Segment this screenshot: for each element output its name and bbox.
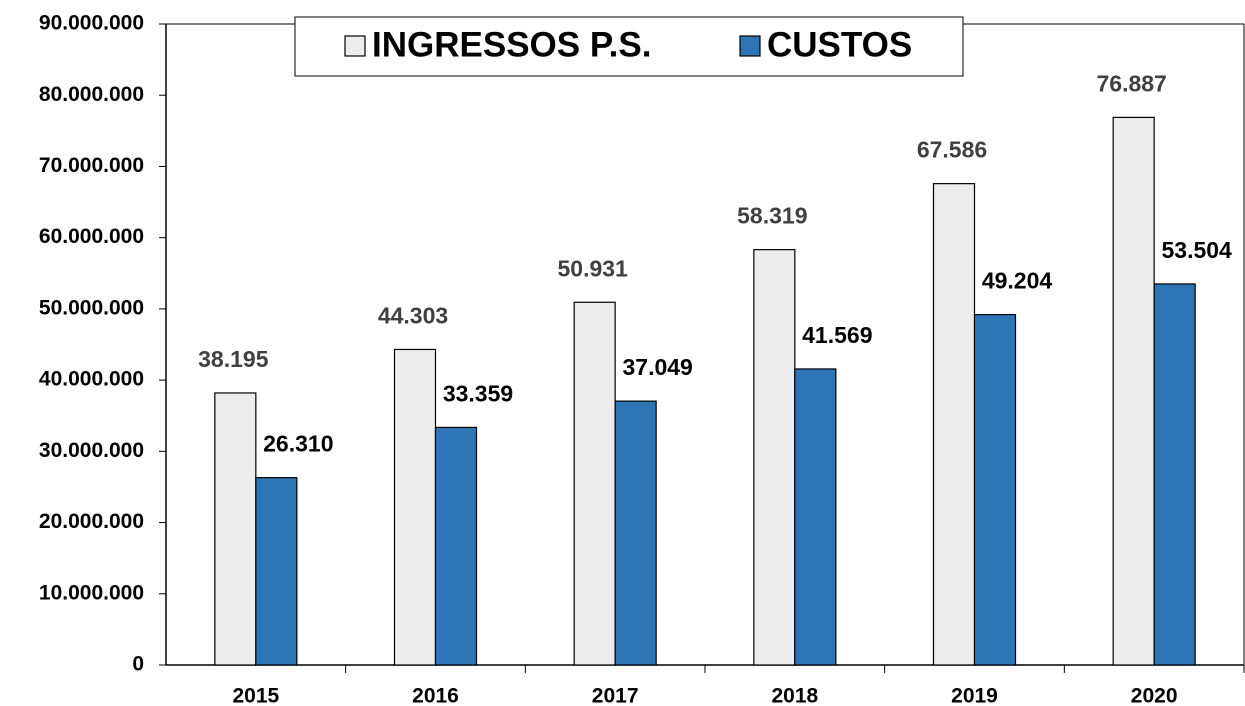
y-tick-label: 40.000.000 (39, 368, 144, 391)
value-label: 41.569 (802, 322, 872, 348)
bar (753, 249, 796, 666)
y-tick-label: 80.000.000 (39, 83, 144, 106)
bar (255, 477, 298, 666)
bar (393, 348, 437, 666)
value-label: 38.195 (198, 346, 269, 372)
bar (1153, 283, 1196, 666)
x-tick-label: 2020 (1131, 685, 1178, 706)
y-tick-label: 10.000.000 (39, 581, 144, 604)
y-tick-label: 20.000.000 (39, 510, 144, 533)
x-tick-label: 2019 (951, 685, 998, 706)
value-label: 76.887 (1096, 70, 1166, 96)
bar (794, 368, 837, 666)
bar (214, 392, 257, 666)
legend-label: INGRESSOS P.S. (372, 25, 651, 64)
bar (973, 313, 1017, 666)
value-label: 37.049 (622, 354, 692, 380)
value-label: 53.504 (1161, 237, 1232, 263)
value-label: 33.359 (443, 380, 513, 406)
bar (434, 426, 478, 666)
x-tick-label: 2017 (592, 685, 639, 706)
value-label: 50.931 (557, 255, 628, 281)
y-tick-label: 90.000.000 (39, 12, 144, 35)
x-tick-label: 2018 (771, 685, 818, 706)
y-tick-label: 50.000.000 (39, 296, 144, 319)
y-tick-label: 0 (132, 653, 144, 676)
bar (614, 400, 657, 666)
legend-swatch (739, 35, 761, 57)
value-label: 58.319 (737, 203, 807, 229)
legend-label: CUSTOS (767, 25, 912, 64)
value-label: 44.303 (378, 303, 448, 329)
x-tick-label: 2016 (412, 685, 459, 706)
value-label: 49.204 (982, 268, 1053, 294)
bar (932, 183, 976, 666)
legend-box (294, 16, 964, 77)
value-label: 67.586 (917, 137, 987, 163)
y-tick-label: 30.000.000 (39, 439, 144, 462)
y-tick-label: 70.000.000 (39, 154, 144, 177)
x-tick-label: 2015 (232, 685, 279, 706)
bar (1112, 116, 1155, 666)
value-label: 26.310 (263, 431, 333, 457)
y-tick-label: 60.000.000 (39, 225, 144, 248)
bar (573, 301, 616, 666)
legend-swatch (344, 35, 366, 57)
